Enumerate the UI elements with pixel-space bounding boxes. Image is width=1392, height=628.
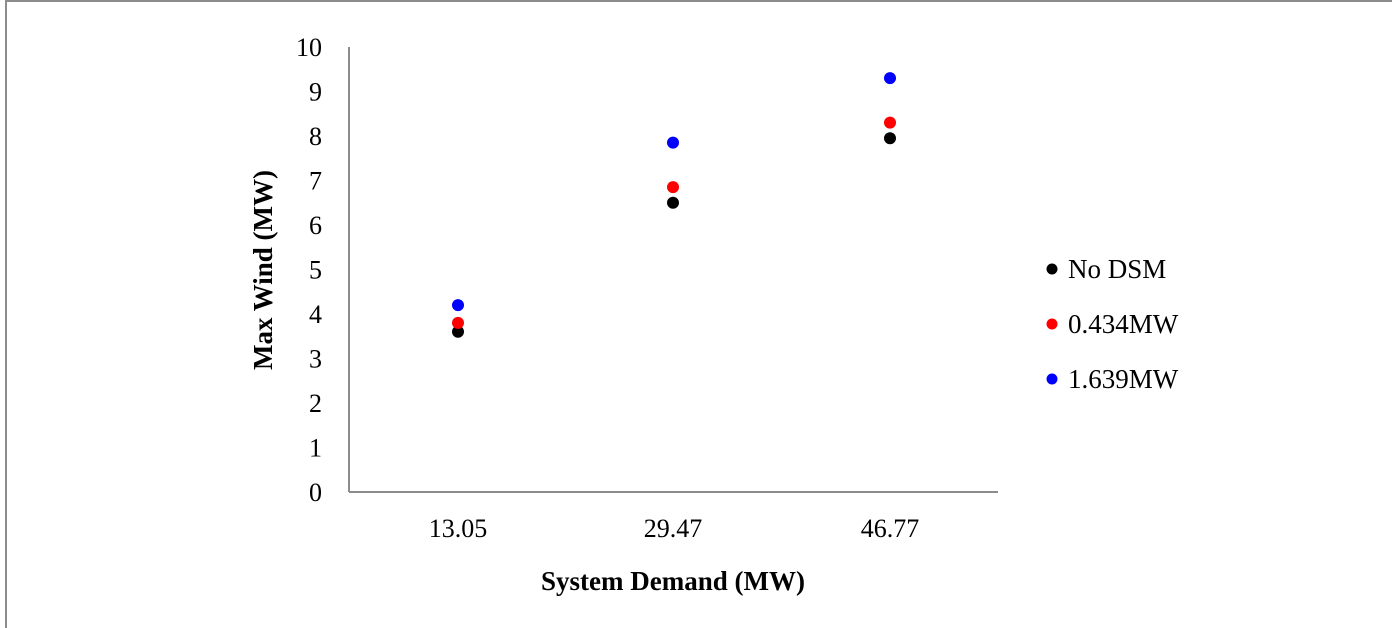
chart-frame [5, 0, 1392, 628]
data-point-series-2 [884, 72, 896, 85]
y-tick-label: 5 [309, 256, 322, 285]
x-tick-labels: 13.05 29.47 46.77 [429, 514, 920, 543]
y-tick-label: 6 [309, 211, 322, 240]
data-point-series-2 [452, 299, 464, 312]
y-tick-label: 3 [309, 345, 322, 374]
data-point-series-2 [667, 136, 679, 149]
y-tick-label: 0 [309, 478, 322, 507]
y-tick-label: 7 [309, 167, 322, 196]
legend-label: 0.434MW [1068, 309, 1179, 339]
axes [348, 47, 998, 493]
legend-marker [1046, 318, 1058, 330]
x-tick-label: 46.77 [861, 514, 920, 543]
data-points [452, 72, 896, 338]
y-tick-label: 9 [309, 78, 322, 107]
y-tick-label: 10 [296, 33, 322, 62]
y-axis-title: Max Wind (MW) [248, 170, 278, 370]
y-tick-label: 2 [309, 389, 322, 418]
data-point-series-1 [667, 181, 679, 194]
x-axis-title: System Demand (MW) [541, 566, 805, 596]
x-tick-label: 13.05 [429, 514, 488, 543]
x-tick-label: 29.47 [644, 514, 703, 543]
data-point-series-0 [667, 196, 679, 209]
data-point-series-1 [452, 316, 464, 329]
data-point-series-0 [884, 132, 896, 145]
legend-label: 1.639MW [1068, 364, 1179, 394]
y-tick-label: 8 [309, 122, 322, 151]
y-tick-label: 4 [309, 300, 322, 329]
y-tick-labels: 0 1 2 3 4 5 6 7 8 9 10 [296, 33, 322, 507]
legend-marker [1046, 373, 1058, 385]
y-tick-label: 1 [309, 434, 322, 463]
data-point-series-1 [884, 116, 896, 129]
data-point-series-0 [452, 325, 464, 338]
legend-marker [1046, 263, 1058, 275]
legend-label: No DSM [1068, 254, 1166, 284]
legend: No DSM 0.434MW 1.639MW [1046, 254, 1179, 394]
